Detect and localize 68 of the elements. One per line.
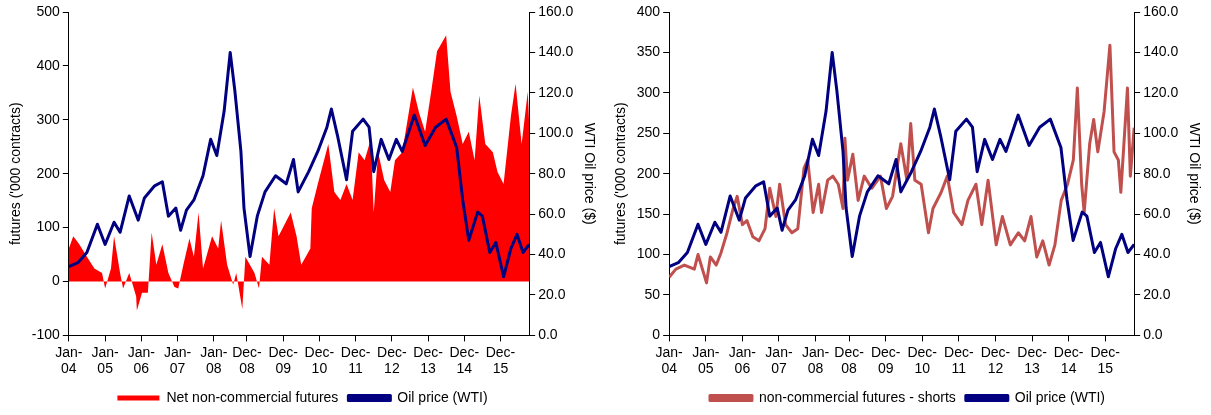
y-tick-label: 250 xyxy=(636,124,661,141)
y-axis-title: futures ('000 contracts) xyxy=(7,102,24,246)
y2-tick-label: 120.0 xyxy=(538,83,574,100)
x-tick-label: Jan-07 xyxy=(765,343,793,377)
y-tick-label: 150 xyxy=(636,204,661,221)
x-tick-label: Dec-15 xyxy=(1090,343,1121,377)
y-tick-label: 400 xyxy=(636,2,661,19)
x-tick-label: Jan-08 xyxy=(801,343,830,377)
y2-tick-label: 20.0 xyxy=(538,285,566,302)
y2-tick-label: 160.0 xyxy=(538,2,574,19)
x-tick-label: Dec-11 xyxy=(340,343,371,377)
y2-tick-label: 100.0 xyxy=(1143,124,1179,141)
y-tick-label: 400 xyxy=(36,56,61,73)
x-tick-label: Dec-08 xyxy=(834,343,865,377)
y2-tick-label: 40.0 xyxy=(538,245,566,262)
x-tick-label: Dec-14 xyxy=(1053,343,1084,377)
y-tick-label: 300 xyxy=(636,83,661,100)
y-tick-label: 500 xyxy=(36,2,61,19)
x-tick-label: Dec-14 xyxy=(449,343,480,377)
x-tick-label: Dec-12 xyxy=(377,343,407,377)
y-tick-label: 50 xyxy=(644,285,661,302)
legend-label: non-commercial futures - shorts xyxy=(758,388,956,405)
y2-tick-label: 0.0 xyxy=(1143,326,1163,343)
x-tick-label: Dec-12 xyxy=(980,343,1011,377)
y2-tick-label: 60.0 xyxy=(1143,204,1171,221)
x-tick-label: Dec-09 xyxy=(870,343,901,377)
y2-tick-label: 140.0 xyxy=(538,43,574,60)
x-tick-label: Jan-05 xyxy=(91,343,120,377)
y-tick-label: 200 xyxy=(636,164,661,181)
y2-tick-label: 20.0 xyxy=(1143,285,1171,302)
y-tick-label: 0 xyxy=(52,272,61,289)
x-tick-label: Jan-07 xyxy=(163,343,192,377)
y2-tick-label: 120.0 xyxy=(1143,83,1179,100)
x-tick-label: Dec-13 xyxy=(413,343,444,377)
y2-axis-title: WTI Oil price ($) xyxy=(581,122,598,225)
x-tick-label: Jan-06 xyxy=(127,343,156,377)
y2-tick-label: 0.0 xyxy=(538,326,558,343)
x-tick-label: Dec-10 xyxy=(907,343,938,377)
y-tick-label: 200 xyxy=(36,164,61,181)
x-tick-label: Dec-13 xyxy=(1017,343,1048,377)
y2-tick-label: 40.0 xyxy=(1143,245,1171,262)
y2-tick-label: 80.0 xyxy=(538,164,566,181)
x-tick-label: Dec-11 xyxy=(944,343,974,377)
x-tick-label: Jan-06 xyxy=(728,343,757,377)
x-tick-label: Jan-04 xyxy=(55,343,83,377)
y-tick-label: 100 xyxy=(636,245,661,262)
y-tick-label: 300 xyxy=(36,110,61,127)
y-tick-label: 350 xyxy=(636,43,661,60)
y2-tick-label: 140.0 xyxy=(1143,43,1179,60)
y-axis-title: futures ('000 contracts) xyxy=(612,102,629,246)
legend-label: Net non-commercial futures xyxy=(166,388,339,405)
y2-axis-title: WTI Oil price ($) xyxy=(1186,122,1203,225)
y2-tick-label: 80.0 xyxy=(1143,164,1171,181)
x-tick-label: Jan-05 xyxy=(692,343,720,377)
y2-tick-label: 60.0 xyxy=(538,204,566,221)
legend-label: Oil price (WTI) xyxy=(1014,388,1106,405)
x-tick-label: Dec-08 xyxy=(232,343,263,377)
y-tick-label: 0 xyxy=(652,326,661,343)
x-tick-label: Dec-10 xyxy=(304,343,335,377)
y2-tick-label: 100.0 xyxy=(538,124,574,141)
x-tick-label: Dec-09 xyxy=(268,343,299,377)
y-tick-label: -100 xyxy=(31,326,61,343)
y2-tick-label: 160.0 xyxy=(1143,2,1179,19)
x-tick-label: Jan-04 xyxy=(655,343,684,377)
y-tick-label: 100 xyxy=(36,218,61,235)
legend-label: Oil price (WTI) xyxy=(397,388,488,405)
x-tick-label: Jan-08 xyxy=(200,343,228,377)
x-tick-label: Dec-15 xyxy=(485,343,516,377)
